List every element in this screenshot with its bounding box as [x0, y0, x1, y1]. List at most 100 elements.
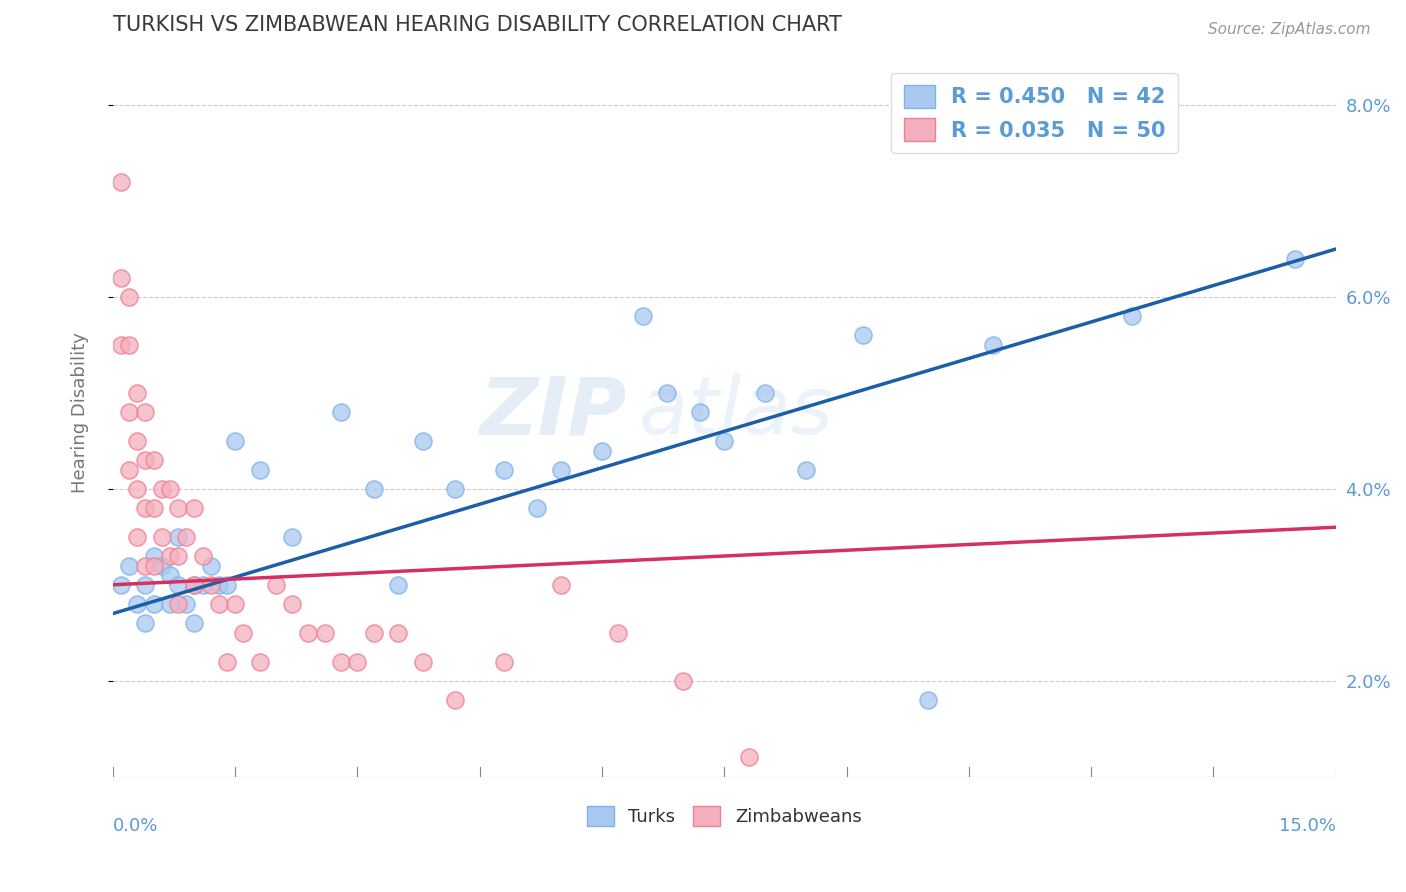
Point	[412, 655, 434, 669]
Point	[494, 463, 516, 477]
Point	[167, 578, 190, 592]
Point	[134, 501, 156, 516]
Point	[127, 434, 149, 448]
Point	[142, 453, 165, 467]
Point	[118, 338, 141, 352]
Text: atlas: atlas	[638, 373, 834, 451]
Point	[191, 578, 214, 592]
Point	[183, 501, 205, 516]
Point	[134, 405, 156, 419]
Point	[264, 578, 287, 592]
Point	[110, 271, 132, 285]
Point	[118, 290, 141, 304]
Point	[314, 625, 336, 640]
Point	[174, 530, 197, 544]
Point	[183, 578, 205, 592]
Point	[118, 405, 141, 419]
Point	[330, 655, 353, 669]
Point	[297, 625, 319, 640]
Point	[159, 597, 181, 611]
Point	[159, 482, 181, 496]
Point	[150, 530, 173, 544]
Point	[134, 558, 156, 573]
Point	[134, 578, 156, 592]
Point	[200, 578, 222, 592]
Point	[159, 549, 181, 563]
Point	[127, 597, 149, 611]
Point	[191, 549, 214, 563]
Point	[127, 482, 149, 496]
Point	[917, 693, 939, 707]
Point	[127, 530, 149, 544]
Point	[657, 386, 679, 401]
Point	[110, 175, 132, 189]
Text: 0.0%: 0.0%	[112, 817, 159, 835]
Point	[142, 501, 165, 516]
Point	[444, 693, 467, 707]
Point	[118, 463, 141, 477]
Point	[794, 463, 817, 477]
Point	[631, 310, 654, 324]
Point	[387, 578, 409, 592]
Point	[1284, 252, 1306, 266]
Point	[550, 578, 572, 592]
Point	[167, 597, 190, 611]
Point	[713, 434, 735, 448]
Text: Source: ZipAtlas.com: Source: ZipAtlas.com	[1208, 22, 1371, 37]
Point	[110, 338, 132, 352]
Point	[167, 501, 190, 516]
Point	[550, 463, 572, 477]
Point	[689, 405, 711, 419]
Point	[215, 578, 238, 592]
Point	[110, 578, 132, 592]
Point	[346, 655, 368, 669]
Point	[208, 597, 231, 611]
Point	[526, 501, 548, 516]
Point	[1121, 310, 1143, 324]
Point	[412, 434, 434, 448]
Point	[174, 597, 197, 611]
Point	[200, 558, 222, 573]
Point	[672, 673, 695, 688]
Point	[281, 597, 304, 611]
Point	[142, 597, 165, 611]
Point	[127, 386, 149, 401]
Point	[183, 578, 205, 592]
Text: ZIP: ZIP	[479, 373, 627, 451]
Point	[208, 578, 231, 592]
Point	[444, 482, 467, 496]
Point	[183, 616, 205, 631]
Point	[249, 463, 271, 477]
Point	[134, 616, 156, 631]
Point	[167, 549, 190, 563]
Point	[215, 655, 238, 669]
Point	[494, 655, 516, 669]
Point	[142, 549, 165, 563]
Point	[249, 655, 271, 669]
Point	[607, 625, 630, 640]
Text: 15.0%: 15.0%	[1278, 817, 1336, 835]
Point	[738, 750, 761, 764]
Point	[852, 328, 875, 343]
Point	[150, 558, 173, 573]
Point	[224, 434, 246, 448]
Point	[754, 386, 776, 401]
Point	[591, 443, 613, 458]
Point	[387, 625, 409, 640]
Point	[159, 568, 181, 582]
Point	[363, 625, 385, 640]
Point	[981, 338, 1004, 352]
Point	[142, 558, 165, 573]
Point	[281, 530, 304, 544]
Point	[134, 453, 156, 467]
Y-axis label: Hearing Disability: Hearing Disability	[72, 332, 89, 492]
Point	[150, 482, 173, 496]
Point	[118, 558, 141, 573]
Point	[232, 625, 254, 640]
Point	[167, 530, 190, 544]
Point	[224, 597, 246, 611]
Text: TURKISH VS ZIMBABWEAN HEARING DISABILITY CORRELATION CHART: TURKISH VS ZIMBABWEAN HEARING DISABILITY…	[112, 15, 842, 35]
Legend: Turks, Zimbabweans: Turks, Zimbabweans	[579, 799, 869, 833]
Point	[330, 405, 353, 419]
Point	[363, 482, 385, 496]
